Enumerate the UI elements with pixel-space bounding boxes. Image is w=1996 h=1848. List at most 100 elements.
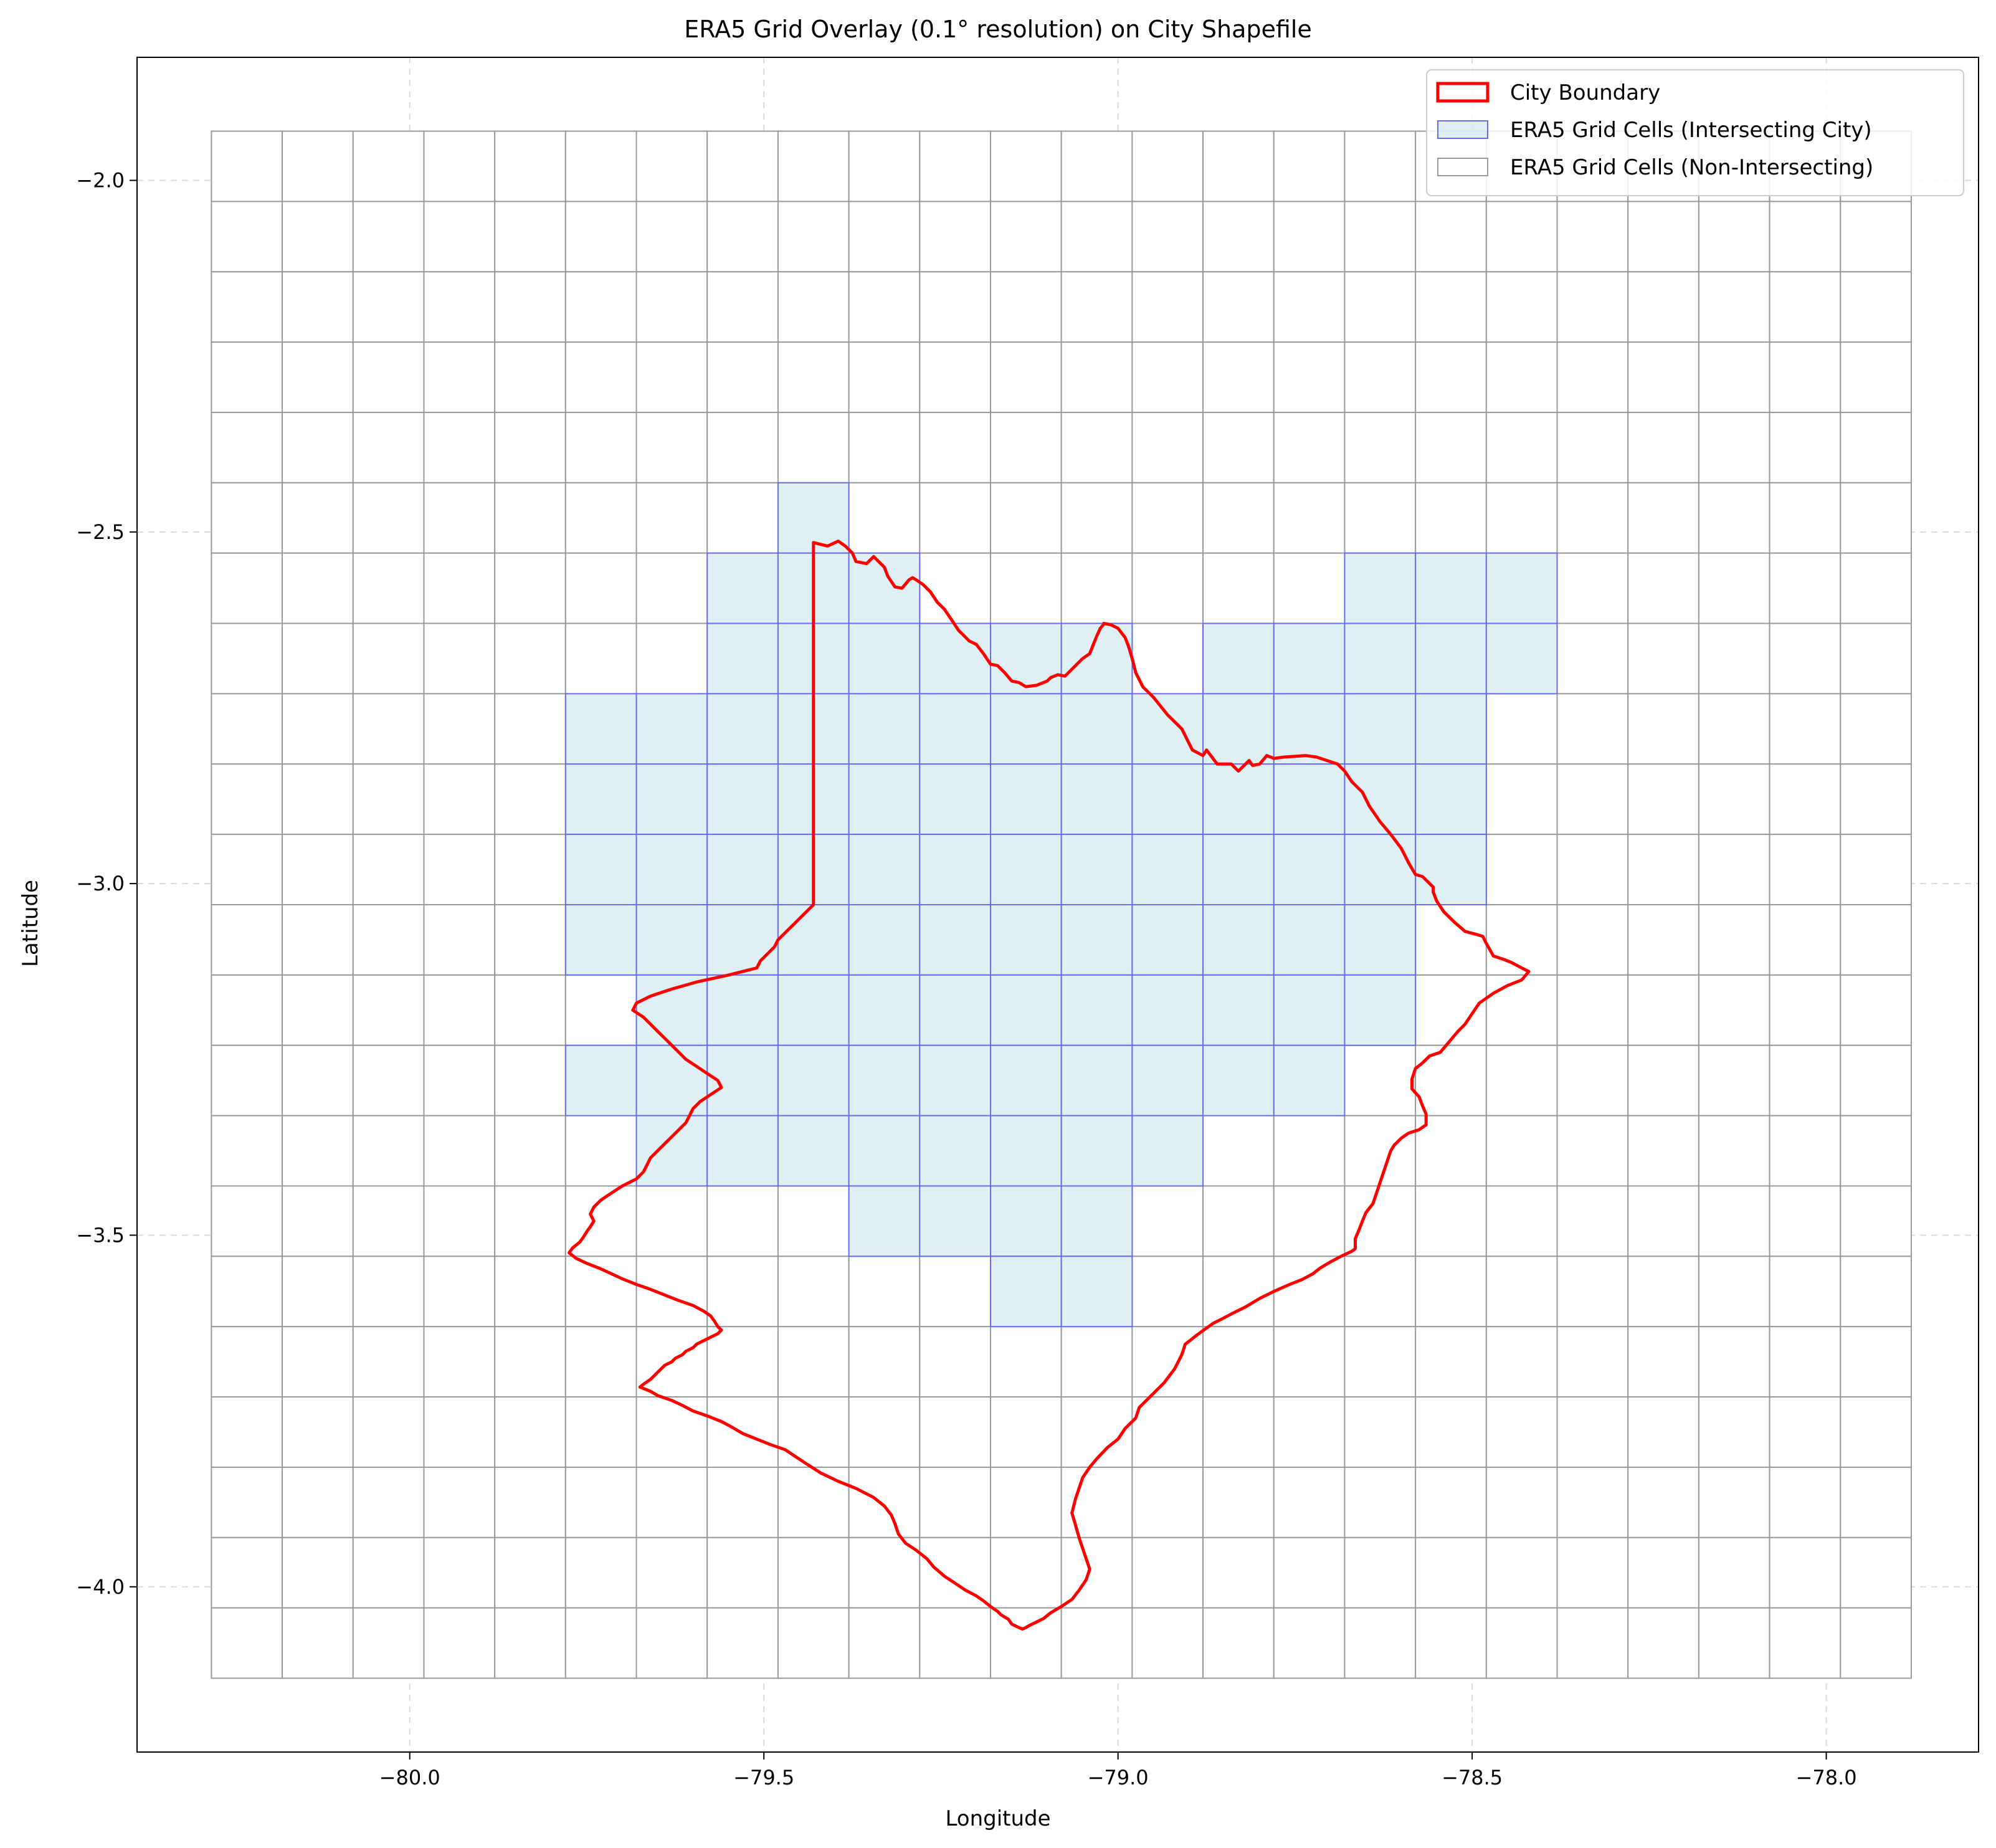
grid-cell-intersecting-r12-c12 bbox=[1062, 975, 1133, 1045]
grid-cell-nonintersecting-r0-c9 bbox=[849, 131, 920, 202]
grid-cell-nonintersecting-r1-c14 bbox=[1203, 201, 1274, 272]
grid-cell-nonintersecting-r1-c11 bbox=[991, 201, 1062, 272]
grid-cell-nonintersecting-r0-c11 bbox=[991, 131, 1062, 202]
grid-cell-nonintersecting-r9-c3 bbox=[424, 764, 495, 834]
grid-cell-nonintersecting-r21-c7 bbox=[707, 1608, 778, 1679]
grid-cell-nonintersecting-r4-c4 bbox=[495, 412, 566, 483]
grid-cell-nonintersecting-r16-c8 bbox=[778, 1256, 849, 1326]
grid-cell-nonintersecting-r14-c0 bbox=[211, 1116, 282, 1186]
grid-cell-nonintersecting-r5-c6 bbox=[637, 483, 708, 553]
grid-cell-nonintersecting-r2-c5 bbox=[566, 272, 637, 342]
grid-cell-intersecting-r10-c13 bbox=[1132, 834, 1203, 905]
grid-cell-nonintersecting-r1-c2 bbox=[353, 201, 424, 272]
grid-cell-nonintersecting-r9-c20 bbox=[1628, 764, 1699, 834]
grid-cell-nonintersecting-r21-c20 bbox=[1628, 1608, 1699, 1679]
grid-cell-nonintersecting-r2-c13 bbox=[1132, 272, 1203, 342]
grid-cell-nonintersecting-r2-c17 bbox=[1415, 272, 1486, 342]
grid-cell-nonintersecting-r6-c1 bbox=[282, 553, 353, 624]
grid-cell-nonintersecting-r21-c14 bbox=[1203, 1608, 1274, 1679]
grid-cell-nonintersecting-r16-c10 bbox=[920, 1256, 991, 1326]
grid-cell-nonintersecting-r4-c22 bbox=[1770, 412, 1841, 483]
grid-cell-intersecting-r14-c7 bbox=[707, 1116, 778, 1186]
grid-cell-nonintersecting-r20-c23 bbox=[1840, 1538, 1911, 1608]
grid-cell-nonintersecting-r16-c20 bbox=[1628, 1256, 1699, 1326]
grid-cell-nonintersecting-r15-c13 bbox=[1132, 1186, 1203, 1256]
grid-cell-nonintersecting-r17-c8 bbox=[778, 1326, 849, 1397]
grid-cell-intersecting-r11-c11 bbox=[991, 905, 1062, 975]
grid-cell-intersecting-r13-c15 bbox=[1274, 1045, 1345, 1116]
grid-cell-nonintersecting-r18-c14 bbox=[1203, 1397, 1274, 1467]
grid-cell-nonintersecting-r10-c20 bbox=[1628, 834, 1699, 905]
grid-cell-nonintersecting-r12-c23 bbox=[1840, 975, 1911, 1045]
grid-cell-nonintersecting-r8-c18 bbox=[1486, 693, 1557, 764]
grid-cell-intersecting-r9-c7 bbox=[707, 764, 778, 834]
grid-cell-nonintersecting-r1-c13 bbox=[1132, 201, 1203, 272]
grid-cell-nonintersecting-r17-c14 bbox=[1203, 1326, 1274, 1397]
grid-cell-nonintersecting-r3-c14 bbox=[1203, 342, 1274, 412]
grid-cell-intersecting-r9-c11 bbox=[991, 764, 1062, 834]
grid-cell-nonintersecting-r21-c18 bbox=[1486, 1608, 1557, 1679]
grid-cell-nonintersecting-r12-c2 bbox=[353, 975, 424, 1045]
grid-cell-nonintersecting-r17-c11 bbox=[991, 1326, 1062, 1397]
grid-cell-nonintersecting-r14-c14 bbox=[1203, 1116, 1274, 1186]
grid-cell-intersecting-r15-c9 bbox=[849, 1186, 920, 1256]
grid-cell-intersecting-r13-c14 bbox=[1203, 1045, 1274, 1116]
grid-cell-nonintersecting-r19-c12 bbox=[1062, 1467, 1133, 1538]
grid-cell-intersecting-r14-c9 bbox=[849, 1116, 920, 1186]
grid-cell-nonintersecting-r9-c18 bbox=[1486, 764, 1557, 834]
grid-cell-intersecting-r6-c7 bbox=[707, 553, 778, 624]
grid-cell-intersecting-r7-c16 bbox=[1344, 624, 1415, 694]
grid-cell-nonintersecting-r12-c21 bbox=[1699, 975, 1770, 1045]
grid-cell-nonintersecting-r4-c21 bbox=[1699, 412, 1770, 483]
grid-cell-nonintersecting-r0-c16 bbox=[1344, 131, 1415, 202]
grid-cell-nonintersecting-r17-c7 bbox=[707, 1326, 778, 1397]
grid-cell-nonintersecting-r3-c2 bbox=[353, 342, 424, 412]
grid-cell-intersecting-r15-c10 bbox=[920, 1186, 991, 1256]
grid-cell-intersecting-r9-c10 bbox=[920, 764, 991, 834]
grid-cell-nonintersecting-r4-c9 bbox=[849, 412, 920, 483]
grid-cell-intersecting-r11-c12 bbox=[1062, 905, 1133, 975]
grid-cell-nonintersecting-r1-c9 bbox=[849, 201, 920, 272]
grid-cell-nonintersecting-r4-c1 bbox=[282, 412, 353, 483]
grid-cell-nonintersecting-r6-c19 bbox=[1557, 553, 1628, 624]
grid-cell-intersecting-r8-c17 bbox=[1415, 693, 1486, 764]
grid-cell-nonintersecting-r21-c16 bbox=[1344, 1608, 1415, 1679]
grid-cell-nonintersecting-r2-c21 bbox=[1699, 272, 1770, 342]
grid-cell-nonintersecting-r4-c6 bbox=[637, 412, 708, 483]
grid-cell-nonintersecting-r2-c12 bbox=[1062, 272, 1133, 342]
grid-cell-intersecting-r6-c17 bbox=[1415, 553, 1486, 624]
grid-cell-nonintersecting-r3-c16 bbox=[1344, 342, 1415, 412]
grid-cell-nonintersecting-r12-c4 bbox=[495, 975, 566, 1045]
grid-cell-nonintersecting-r15-c20 bbox=[1628, 1186, 1699, 1256]
grid-cell-nonintersecting-r1-c22 bbox=[1770, 201, 1841, 272]
grid-cell-nonintersecting-r8-c1 bbox=[282, 693, 353, 764]
grid-cell-nonintersecting-r19-c18 bbox=[1486, 1467, 1557, 1538]
grid-cell-intersecting-r10-c15 bbox=[1274, 834, 1345, 905]
grid-cell-intersecting-r12-c8 bbox=[778, 975, 849, 1045]
grid-cell-nonintersecting-r8-c0 bbox=[211, 693, 282, 764]
grid-cell-intersecting-r12-c10 bbox=[920, 975, 991, 1045]
grid-cell-nonintersecting-r6-c23 bbox=[1840, 553, 1911, 624]
grid-cell-nonintersecting-r5-c16 bbox=[1344, 483, 1415, 553]
grid-cell-nonintersecting-r3-c22 bbox=[1770, 342, 1841, 412]
grid-cell-nonintersecting-r5-c20 bbox=[1628, 483, 1699, 553]
grid-cell-nonintersecting-r2-c7 bbox=[707, 272, 778, 342]
grid-cell-intersecting-r9-c6 bbox=[637, 764, 708, 834]
grid-cell-nonintersecting-r14-c22 bbox=[1770, 1116, 1841, 1186]
grid-cell-nonintersecting-r4-c12 bbox=[1062, 412, 1133, 483]
grid-cell-nonintersecting-r4-c0 bbox=[211, 412, 282, 483]
grid-cell-intersecting-r9-c5 bbox=[566, 764, 637, 834]
grid-cell-nonintersecting-r17-c1 bbox=[282, 1326, 353, 1397]
grid-cell-nonintersecting-r16-c17 bbox=[1415, 1256, 1486, 1326]
legend-swatch-non-intersecting bbox=[1438, 158, 1488, 176]
grid-cell-intersecting-r14-c13 bbox=[1132, 1116, 1203, 1186]
grid-cell-nonintersecting-r7-c1 bbox=[282, 624, 353, 694]
grid-cell-nonintersecting-r4-c5 bbox=[566, 412, 637, 483]
grid-cell-nonintersecting-r15-c6 bbox=[637, 1186, 708, 1256]
x-tick-label-2: −79.0 bbox=[1088, 1766, 1149, 1789]
grid-cell-intersecting-r14-c10 bbox=[920, 1116, 991, 1186]
grid-cell-nonintersecting-r20-c18 bbox=[1486, 1538, 1557, 1608]
grid-cell-intersecting-r8-c6 bbox=[637, 693, 708, 764]
grid-cell-nonintersecting-r5-c15 bbox=[1274, 483, 1345, 553]
y-tick-label-3: −3.5 bbox=[76, 1223, 125, 1247]
